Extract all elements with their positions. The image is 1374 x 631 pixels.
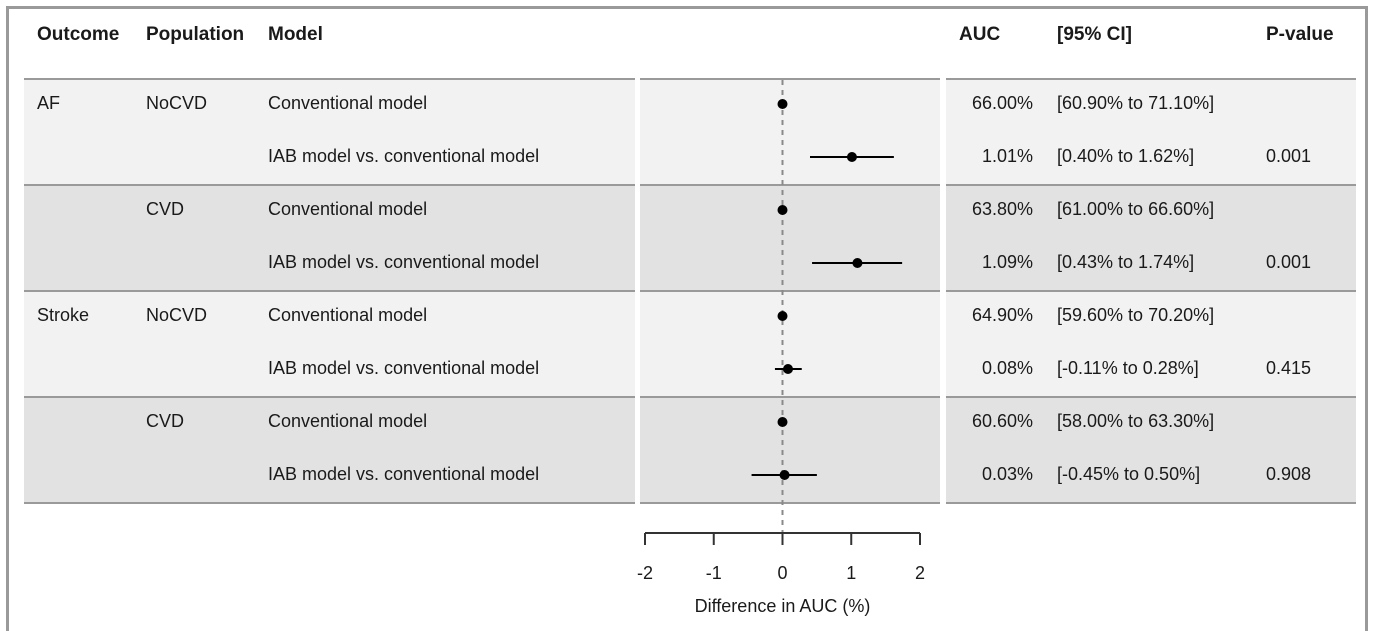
cell-outcome: Stroke bbox=[37, 305, 90, 325]
cell-outcome: AF bbox=[37, 93, 61, 113]
x-axis-label: Difference in AUC (%) bbox=[695, 596, 871, 616]
x-tick-label: 1 bbox=[846, 563, 856, 583]
cell-ci: [0.43% to 1.74%] bbox=[1057, 252, 1195, 272]
cell-ci: [58.00% to 63.30%] bbox=[1057, 411, 1215, 431]
cell-model: Conventional model bbox=[268, 411, 428, 431]
header-auc: AUC bbox=[959, 24, 1001, 45]
point-estimate bbox=[852, 258, 863, 268]
x-tick-label: -2 bbox=[637, 563, 653, 583]
cell-model: IAB model vs. conventional model bbox=[268, 252, 540, 272]
cell-auc: 0.08% bbox=[981, 358, 1033, 378]
cell-auc: 64.90% bbox=[971, 305, 1033, 325]
group-band bbox=[24, 78, 635, 184]
cell-model: Conventional model bbox=[268, 305, 428, 325]
cell-p-value: 0.415 bbox=[1266, 358, 1312, 378]
cell-model: IAB model vs. conventional model bbox=[268, 464, 540, 484]
cell-p-value: 0.001 bbox=[1266, 146, 1312, 166]
point-estimate bbox=[777, 311, 788, 321]
cell-model: IAB model vs. conventional model bbox=[268, 146, 540, 166]
group-band bbox=[640, 290, 940, 396]
cell-model: Conventional model bbox=[268, 93, 428, 113]
cell-population: CVD bbox=[146, 411, 185, 431]
cell-model: Conventional model bbox=[268, 199, 428, 219]
header-p-value: P-value bbox=[1266, 24, 1334, 45]
header-ci: [95% CI] bbox=[1057, 24, 1132, 45]
group-band bbox=[640, 396, 940, 504]
group-band bbox=[946, 78, 1356, 184]
group-band bbox=[946, 396, 1356, 504]
x-tick-label: -1 bbox=[706, 563, 722, 583]
cell-population: NoCVD bbox=[146, 305, 208, 325]
point-estimate bbox=[779, 470, 790, 480]
cell-auc: 63.80% bbox=[971, 199, 1033, 219]
point-estimate bbox=[777, 417, 788, 427]
group-band bbox=[640, 184, 940, 290]
group-band bbox=[24, 396, 635, 504]
cell-p-value: 0.001 bbox=[1266, 252, 1312, 272]
cell-model: IAB model vs. conventional model bbox=[268, 358, 540, 378]
group-band bbox=[24, 184, 635, 290]
group-band bbox=[946, 290, 1356, 396]
cell-population: NoCVD bbox=[146, 93, 208, 113]
cell-ci: [59.60% to 70.20%] bbox=[1057, 305, 1215, 325]
x-tick-label: 2 bbox=[915, 563, 925, 583]
cell-auc: 60.60% bbox=[971, 411, 1033, 431]
header-population: Population bbox=[146, 24, 245, 45]
cell-ci: [61.00% to 66.60%] bbox=[1057, 199, 1215, 219]
group-band bbox=[24, 290, 635, 396]
cell-auc: 1.01% bbox=[981, 146, 1033, 166]
cell-ci: [-0.11% to 0.28%] bbox=[1057, 358, 1199, 378]
point-estimate bbox=[846, 152, 857, 162]
cell-ci: [-0.45% to 0.50%] bbox=[1057, 464, 1201, 484]
cell-auc: 66.00% bbox=[971, 93, 1033, 113]
cell-auc: 0.03% bbox=[981, 464, 1033, 484]
group-band bbox=[946, 184, 1356, 290]
header-outcome: Outcome bbox=[37, 24, 120, 45]
group-band bbox=[640, 78, 940, 184]
point-estimate bbox=[777, 205, 788, 215]
figure-frame bbox=[6, 6, 1368, 631]
cell-auc: 1.09% bbox=[981, 252, 1033, 272]
cell-ci: [60.90% to 71.10%] bbox=[1057, 93, 1215, 113]
header-model: Model bbox=[268, 24, 323, 45]
point-estimate bbox=[777, 99, 788, 109]
cell-ci: [0.40% to 1.62%] bbox=[1057, 146, 1195, 166]
cell-p-value: 0.908 bbox=[1266, 464, 1312, 484]
cell-population: CVD bbox=[146, 199, 185, 219]
point-estimate bbox=[783, 364, 793, 374]
x-tick-label: 0 bbox=[777, 563, 787, 583]
